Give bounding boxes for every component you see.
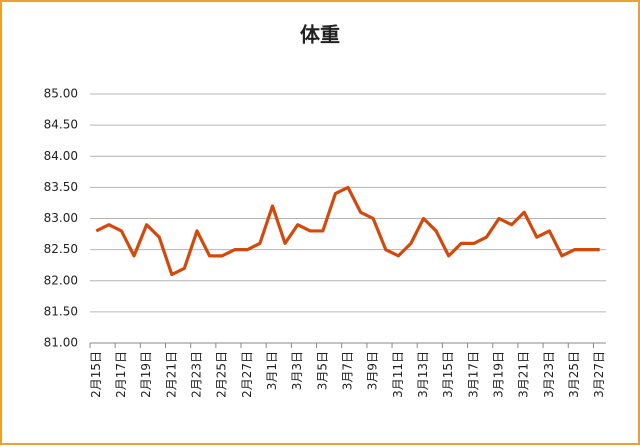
x-tick-label: 3月11日 (391, 351, 405, 398)
y-tick-label: 84.00 (44, 149, 78, 163)
x-tick-label: 2月21日 (164, 351, 178, 398)
x-tick-label: 2月23日 (189, 351, 203, 398)
data-line (95, 185, 600, 277)
x-tick-label: 3月17日 (466, 351, 480, 398)
x-tick-label: 3月21日 (517, 351, 531, 398)
x-tick-label: 2月19日 (139, 351, 153, 398)
x-tick-label: 2月17日 (114, 351, 128, 398)
y-tick-label: 82.50 (44, 242, 78, 256)
y-tick-label: 83.50 (44, 180, 78, 194)
x-tick-label: 3月15日 (441, 351, 455, 398)
y-tick-label: 81.00 (44, 336, 78, 350)
x-tick-label: 3月23日 (542, 351, 556, 398)
x-tick-label: 2月25日 (215, 351, 229, 398)
y-tick-label: 83.00 (44, 211, 78, 225)
x-tick-label: 3月1日 (265, 351, 279, 390)
x-tick-label: 2月15日 (89, 351, 103, 398)
y-tick-label: 85.00 (44, 87, 78, 101)
x-tick-label: 3月27日 (592, 351, 606, 398)
y-tick-label: 84.50 (44, 118, 78, 132)
y-tick-label: 82.00 (44, 273, 78, 287)
x-tick-label: 3月13日 (416, 351, 430, 398)
x-tick-label: 3月19日 (492, 351, 506, 398)
x-tick-label: 2月27日 (240, 351, 254, 398)
x-tick-label: 3月25日 (567, 351, 581, 398)
y-tick-label: 81.50 (44, 304, 78, 318)
x-tick-label: 3月5日 (315, 351, 329, 390)
x-tick-label: 3月3日 (290, 351, 304, 390)
chart-title: 体重 (300, 23, 340, 47)
x-tick-label: 3月7日 (341, 351, 355, 390)
x-tick-label: 3月9日 (366, 351, 380, 390)
